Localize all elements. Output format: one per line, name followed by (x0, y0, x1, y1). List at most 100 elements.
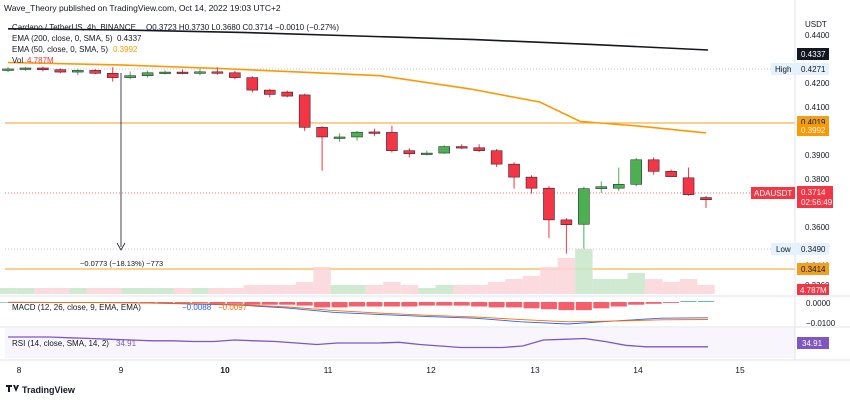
volume-bar (226, 288, 244, 294)
measure-arrowhead (116, 242, 126, 251)
macd-value-2: −0.0097 (218, 303, 248, 312)
candle-body (176, 71, 189, 74)
volume-bar (487, 282, 506, 294)
candle-body (141, 72, 154, 76)
macd-histogram-bar (314, 302, 331, 308)
volume-bar (470, 285, 488, 294)
time-label: 15 (735, 365, 745, 375)
tradingview-logo (6, 385, 19, 392)
price-tag-countdown: 02:56:49 (801, 198, 833, 207)
volume-bar (243, 285, 262, 294)
vol-legend[interactable]: Vol (12, 56, 23, 65)
ema200-line (7, 28, 709, 51)
time-label: 12 (426, 365, 436, 375)
candle-body (665, 171, 677, 177)
symbol-title[interactable]: Cardano / TetherUS, 4h, BINANCE (12, 23, 136, 32)
macd-tick-1: −0.0100 (806, 319, 836, 328)
volume-bar (208, 288, 227, 294)
tradingview-logo-icon (6, 385, 19, 392)
macd-histogram-bar (593, 302, 610, 309)
candle-body (124, 75, 136, 78)
ema200-legend-value: 0.4337 (117, 34, 142, 43)
ema50-legend[interactable]: EMA (50, close, 0, SMA, 5) (12, 45, 108, 54)
macd-histogram-bar (261, 302, 278, 305)
macd-histogram-bar (523, 302, 540, 309)
candle-body (298, 94, 311, 128)
time-label: 14 (633, 365, 643, 375)
macd-histogram-bar (226, 302, 243, 304)
macd-histogram-bar (540, 302, 557, 310)
macd-histogram-bar (244, 302, 261, 305)
measure-label: −0.0773 (−18.13%) −773 (80, 259, 163, 268)
macd-histogram-bar (506, 302, 523, 308)
candle-body (159, 71, 171, 74)
ema200-tag-text: 0.4337 (801, 50, 826, 59)
macd-histogram-bar (453, 302, 470, 306)
macd-histogram-bar (191, 302, 208, 303)
ema50-legend-value: 0.3992 (113, 45, 138, 54)
symbol-tag-text: ADAUSDT (754, 189, 792, 198)
ema200-legend[interactable]: EMA (200, close, 0, SMA, 5) (12, 34, 113, 43)
volume-bar (138, 288, 157, 294)
volume-bar (191, 288, 209, 294)
candle-body (54, 69, 67, 73)
time-label: 10 (220, 365, 230, 375)
candle-body (595, 186, 608, 189)
ema50-tag (797, 124, 829, 136)
volume-bar (679, 279, 698, 294)
volume-bar (627, 273, 645, 294)
candle-body (560, 219, 573, 225)
macd-histogram-bar (436, 302, 453, 306)
macd-histogram-bar (488, 302, 505, 308)
volume-bar (383, 282, 401, 294)
volume-bar (453, 285, 471, 294)
ohlc-values: O0.3723 H0.3730 L0.3680 C0.3714 −0.0010 … (146, 23, 339, 32)
time-axis[interactable]: 8 9 10 11 12 13 14 15 (17, 365, 745, 375)
candle-body (613, 184, 625, 189)
candle-body (264, 89, 276, 95)
macd-histogram-bar (331, 302, 348, 308)
candle-body (229, 72, 241, 78)
volume-bar (697, 285, 715, 294)
volume-bar (16, 288, 35, 294)
rsi-legend[interactable]: RSI (14, close, SMA, 14, 2) (12, 339, 109, 348)
macd-histogram-bar (279, 302, 296, 305)
rsi-line (8, 336, 708, 349)
macd-histogram-bar (296, 302, 313, 306)
candle-body (333, 136, 346, 139)
candle-body (630, 159, 642, 185)
macd-histogram-bar (628, 302, 645, 305)
price-tick: 0.3900 (805, 151, 830, 160)
published-line: Wave_Theory published on TradingView.com… (4, 3, 281, 13)
volume-bar (0, 288, 17, 294)
macd-histogram-bar (366, 302, 383, 307)
high-tag (771, 63, 829, 75)
candle-body (37, 67, 49, 70)
candle-body (543, 187, 555, 221)
macd-histogram-bar (349, 302, 365, 307)
macd-histogram-bar (680, 301, 697, 302)
ema200-tag (797, 48, 829, 60)
macd-histogram-bar (471, 302, 488, 307)
macd-histogram-bar (698, 301, 714, 302)
volume-bar (156, 288, 174, 294)
candle-body (490, 150, 503, 165)
volume-bar (522, 276, 541, 294)
candle-body (438, 146, 450, 154)
candle-body (246, 77, 259, 91)
candle-body (106, 73, 119, 78)
candle-body (351, 131, 363, 138)
volume-bar (505, 279, 523, 294)
volume-bar (51, 288, 70, 294)
macd-histogram-bar (418, 302, 435, 306)
price-tag-value: 0.3714 (801, 188, 826, 197)
volume-bar (173, 288, 192, 294)
candle-body (508, 163, 520, 178)
volume-bar (104, 288, 122, 294)
macd-legend[interactable]: MACD (12, 26, close, 9, EMA, EMA) (12, 303, 141, 312)
time-label: 13 (530, 365, 540, 375)
candle-body (316, 127, 328, 138)
candle-body (89, 70, 101, 74)
volume-bar (295, 282, 314, 294)
